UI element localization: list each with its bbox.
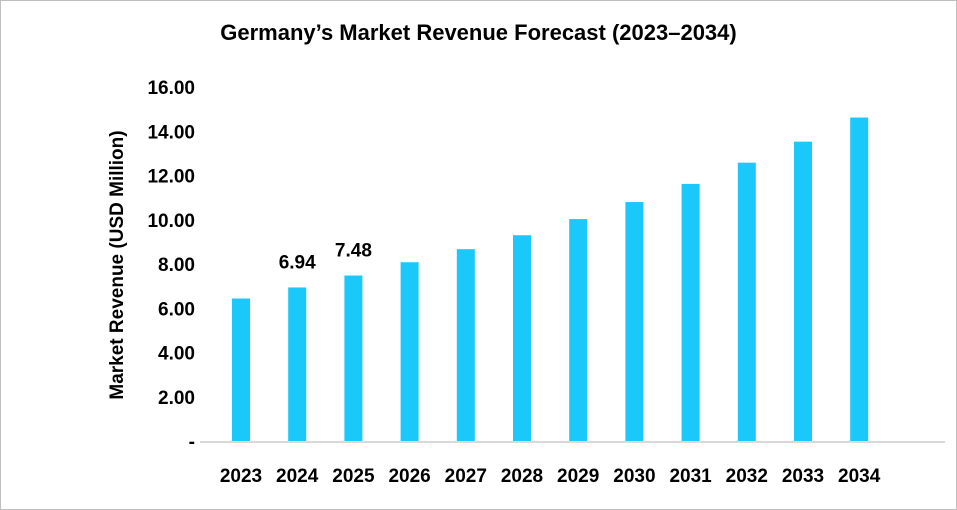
y-tick-label: 6.00 (158, 299, 195, 320)
x-tick-label: 2023 (220, 466, 262, 487)
chart-title: Germany’s Market Revenue Forecast (2023–… (220, 20, 737, 45)
x-tick-label: 2025 (332, 466, 375, 487)
bar-2031 (681, 183, 700, 441)
y-tick-label: 2.00 (158, 388, 195, 409)
bar-2033 (794, 141, 812, 441)
bar-2027 (456, 249, 475, 441)
bar-2032 (737, 162, 756, 442)
y-tick-label: 4.00 (158, 344, 195, 365)
x-tick-label: 2026 (388, 466, 430, 487)
bar-2024 (288, 287, 307, 441)
bar-2026 (400, 262, 419, 441)
bar-2028 (513, 235, 531, 441)
y-tick-label: 8.00 (158, 255, 195, 276)
bar-2025 (344, 275, 363, 441)
data-label-2025: 7.48 (335, 241, 372, 262)
y-tick-label: - (189, 432, 195, 453)
bar-2023 (232, 298, 250, 441)
x-tick-label: 2030 (613, 466, 655, 487)
x-tick-label: 2024 (276, 466, 319, 487)
bar-2034 (850, 117, 869, 441)
y-tick-label: 10.00 (147, 211, 195, 232)
bar-2030 (625, 202, 644, 441)
x-tick-label: 2032 (726, 466, 768, 487)
x-tick-label: 2028 (501, 466, 543, 487)
y-tick-label: 12.00 (147, 167, 195, 188)
y-tick-label: 14.00 (147, 122, 195, 143)
x-tick-label: 2029 (557, 466, 599, 487)
x-tick-label: 2031 (669, 466, 712, 487)
data-label-2024: 6.94 (279, 252, 316, 273)
x-tick-label: 2027 (445, 466, 487, 487)
x-tick-label: 2033 (782, 466, 824, 487)
y-tick-label: 16.00 (147, 78, 195, 99)
x-tick-label: 2034 (838, 466, 881, 487)
bar-2029 (569, 219, 588, 441)
